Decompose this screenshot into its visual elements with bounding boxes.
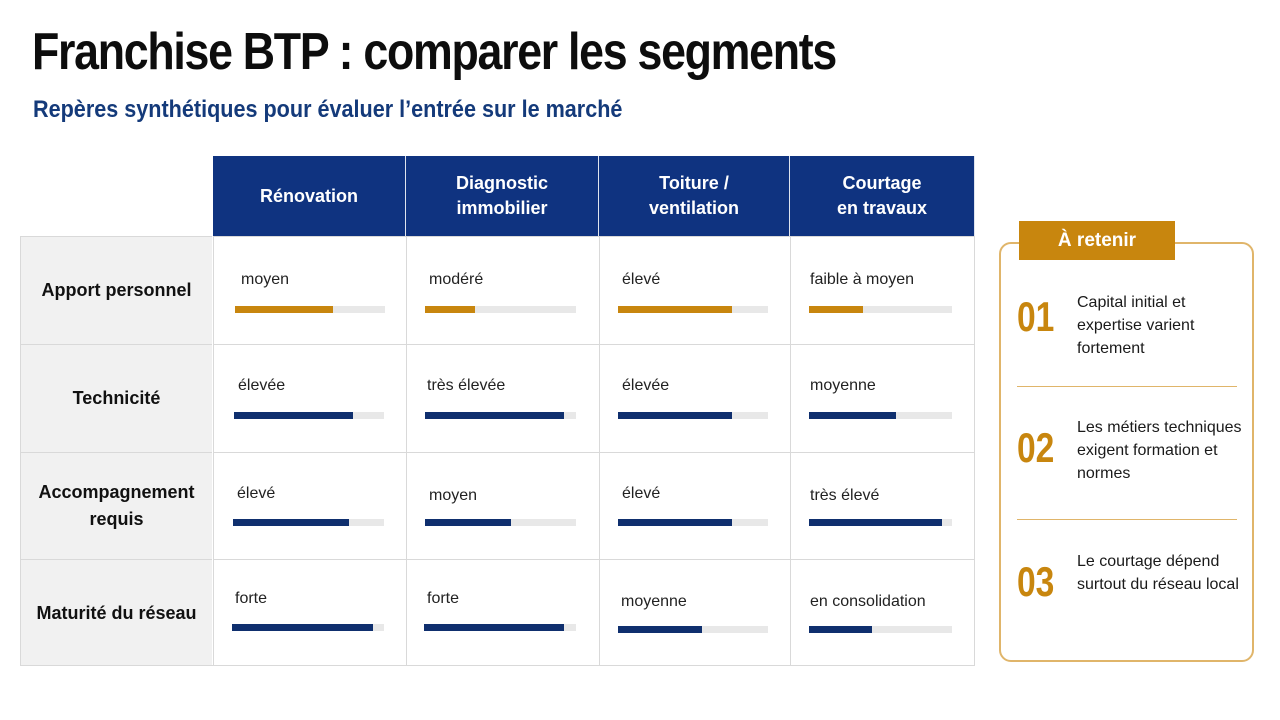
cell-value: élevé	[237, 485, 276, 502]
cell-value: faible à moyen	[810, 271, 915, 288]
table-cell: élevée	[599, 344, 790, 452]
table-cell: moyen	[406, 452, 599, 559]
level-bar-fill	[424, 624, 564, 631]
level-bar-track	[618, 306, 768, 313]
row-label-text: Apport personnel	[41, 280, 192, 300]
cell-value: en consolidation	[810, 593, 926, 610]
level-bar-fill	[425, 519, 511, 526]
page-subtitle: Repères synthétiques pour évaluer l’entr…	[33, 96, 623, 123]
level-bar-track	[618, 412, 768, 419]
level-bar-track	[425, 412, 576, 419]
level-bar-track	[809, 412, 952, 419]
table-cell: moyenne	[790, 344, 975, 452]
level-bar-fill	[809, 626, 872, 633]
level-bar-fill	[618, 519, 732, 526]
takeaway-divider	[1017, 386, 1237, 387]
column-header-label: Rénovation	[259, 185, 358, 206]
row-label: Maturité du réseau	[20, 559, 212, 666]
level-bar-track	[424, 624, 576, 631]
table-border	[20, 665, 975, 666]
column-header-label: Diagnostic immobilier	[455, 173, 548, 218]
cell-value: forte	[427, 590, 460, 607]
cell-value: modéré	[429, 271, 484, 288]
takeaway-text: Le courtage dépend surtout du réseau loc…	[1077, 553, 1239, 593]
table-border	[974, 236, 975, 666]
table-cell: en consolidation	[790, 559, 975, 666]
takeaways-title: À retenir	[1019, 221, 1175, 260]
cell-value: moyenne	[810, 377, 876, 394]
column-header: Courtage en travaux	[790, 156, 975, 236]
table-cell: moyenne	[599, 559, 790, 666]
takeaway-number: 02	[1017, 424, 1055, 471]
cell-value: très élevé	[810, 487, 880, 504]
cell-value: moyenne	[621, 593, 687, 610]
level-bar-track	[809, 306, 952, 313]
row-label-text: Accompagnement requis	[38, 482, 195, 529]
level-bar-track	[425, 519, 576, 526]
takeaway-number: 01	[1017, 293, 1055, 340]
table-cell: forte	[213, 559, 406, 666]
level-bar-fill	[235, 306, 333, 313]
takeaway-divider	[1017, 519, 1237, 520]
row-label: Technicité	[20, 344, 212, 452]
level-bar-fill	[618, 306, 732, 313]
cell-value: forte	[235, 590, 268, 607]
level-bar-track	[233, 519, 384, 526]
level-bar-track	[618, 519, 768, 526]
column-header: Diagnostic immobilier	[406, 156, 599, 236]
cell-value: moyen	[241, 271, 290, 288]
column-header: Toiture / ventilation	[599, 156, 790, 236]
level-bar-fill	[233, 519, 349, 526]
takeaways-panel	[999, 242, 1254, 662]
row-label: Apport personnel	[20, 236, 212, 344]
level-bar-fill	[234, 412, 353, 419]
table-cell: élevée	[213, 344, 406, 452]
table-cell: très élevé	[790, 452, 975, 559]
level-bar-fill	[809, 306, 863, 313]
level-bar-track	[234, 412, 384, 419]
level-bar-track	[809, 626, 952, 633]
takeaway-text: Capital initial et expertise varient for…	[1077, 294, 1195, 357]
cell-value: élevé	[622, 485, 661, 502]
row-label: Accompagnement requis	[20, 452, 212, 559]
takeaway-text: Les métiers techniques exigent formation…	[1077, 419, 1242, 482]
level-bar-track	[232, 624, 384, 631]
cell-value: élevée	[622, 377, 670, 394]
level-bar-fill	[809, 412, 896, 419]
level-bar-track	[235, 306, 385, 313]
level-bar-fill	[425, 412, 564, 419]
level-bar-fill	[232, 624, 373, 631]
table-cell: élevé	[213, 452, 406, 559]
cell-value: très élevée	[427, 377, 506, 394]
column-header-label: Toiture / ventilation	[648, 173, 739, 218]
cell-value: élevée	[238, 377, 286, 394]
takeaway-number: 03	[1017, 558, 1055, 605]
level-bar-track	[425, 306, 576, 313]
row-label-text: Technicité	[72, 388, 161, 408]
level-bar-track	[618, 626, 768, 633]
column-header-label: Courtage en travaux	[836, 173, 928, 218]
table-cell: forte	[406, 559, 599, 666]
table-cell: élevé	[599, 452, 790, 559]
table-cell: élevé	[599, 236, 790, 344]
page-title: Franchise BTP : comparer les segments	[32, 23, 837, 81]
cell-value: moyen	[429, 487, 478, 504]
level-bar-fill	[618, 412, 732, 419]
table-cell: modéré	[406, 236, 599, 344]
table-cell: faible à moyen	[790, 236, 975, 344]
row-label-text: Maturité du réseau	[36, 602, 197, 623]
level-bar-fill	[425, 306, 475, 313]
cell-value: élevé	[622, 271, 661, 288]
column-header: Rénovation	[213, 156, 406, 236]
level-bar-fill	[618, 626, 702, 633]
table-cell: très élevée	[406, 344, 599, 452]
level-bar-track	[809, 519, 952, 526]
table-cell: moyen	[213, 236, 406, 344]
level-bar-fill	[809, 519, 942, 526]
